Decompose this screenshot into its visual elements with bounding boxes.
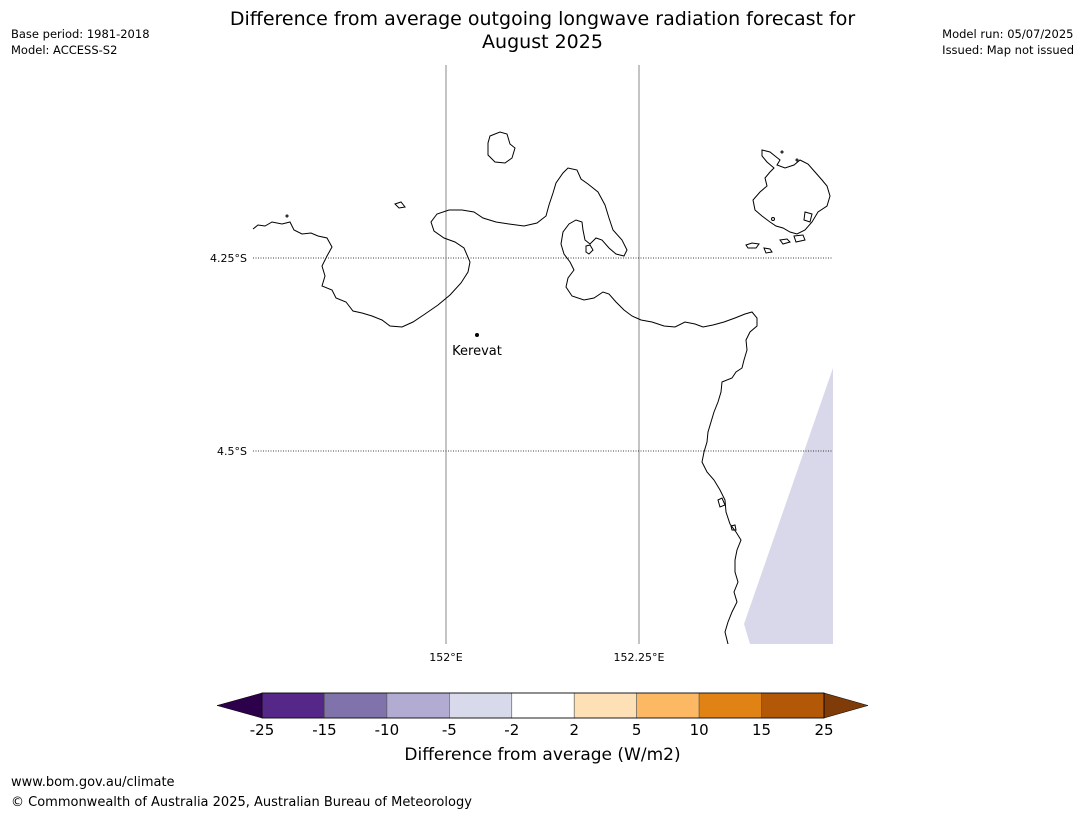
- colorbar-arrow-low: [216, 692, 263, 719]
- kerevat-marker: [475, 333, 479, 337]
- model-run: Model run: 05/07/2025: [942, 27, 1074, 41]
- colorbar-tick-label: -15: [312, 721, 337, 739]
- anomaly-region: [744, 368, 833, 644]
- colorbar-segment: [449, 692, 513, 719]
- colorbar-tick-label: -10: [375, 721, 400, 739]
- colorbar-segment: [261, 692, 325, 719]
- title-line-2: August 2025: [482, 31, 603, 53]
- colorbar-segment: [636, 692, 700, 719]
- coastline: [252, 131, 831, 645]
- meta-right: Model run: 05/07/2025 Issued: Map not is…: [942, 26, 1074, 58]
- lon-label-152-25: 152.25°E: [614, 651, 665, 664]
- meta-left: Base period: 1981-2018 Model: ACCESS-S2: [11, 26, 150, 58]
- colorbar-tick-label: 5: [632, 721, 642, 739]
- map-area: Kerevat 4.25°S 4.5°S 152°E 152.25°E: [210, 65, 833, 664]
- colorbar-tick-label: -5: [442, 721, 457, 739]
- colorbar-segment: [573, 692, 637, 719]
- title-line-1: Difference from average outgoing longwav…: [229, 8, 856, 30]
- colorbar-tick-label: -2: [504, 721, 519, 739]
- colorbar-segment: [698, 692, 762, 719]
- lat-label-4-25: 4.25°S: [210, 252, 247, 265]
- map-title: Difference from average outgoing longwav…: [0, 8, 1085, 54]
- colorbar-segment: [386, 692, 450, 719]
- colorbar-tick-label: 10: [690, 721, 709, 739]
- colorbar-segment: [511, 692, 575, 719]
- colorbar-border: [261, 692, 825, 719]
- colorbar-tick-label: 15: [752, 721, 771, 739]
- colorbar-tick-label: 2: [569, 721, 579, 739]
- lat-label-4-5: 4.5°S: [217, 445, 247, 458]
- colorbar-title: Difference from average (W/m2): [404, 745, 681, 765]
- colorbar-segment: [324, 692, 388, 719]
- colorbar-arrow-high: [823, 692, 869, 719]
- colorbar-tick-label: -25: [250, 721, 275, 739]
- kerevat-label: Kerevat: [452, 344, 502, 359]
- base-period: Base period: 1981-2018: [11, 27, 150, 41]
- issued-status: Issued: Map not issued: [942, 43, 1074, 57]
- footer-url[interactable]: www.bom.gov.au/climate: [11, 775, 175, 790]
- footer-copyright: © Commonwealth of Australia 2025, Austra…: [11, 795, 472, 810]
- colorbar-tick-label: 25: [814, 721, 833, 739]
- model-name: Model: ACCESS-S2: [11, 43, 118, 57]
- colorbar: -25 -15 -10 -5 -2 2 5 10 15 25: [216, 692, 869, 739]
- colorbar-segment: [761, 692, 825, 719]
- lon-label-152: 152°E: [429, 651, 462, 664]
